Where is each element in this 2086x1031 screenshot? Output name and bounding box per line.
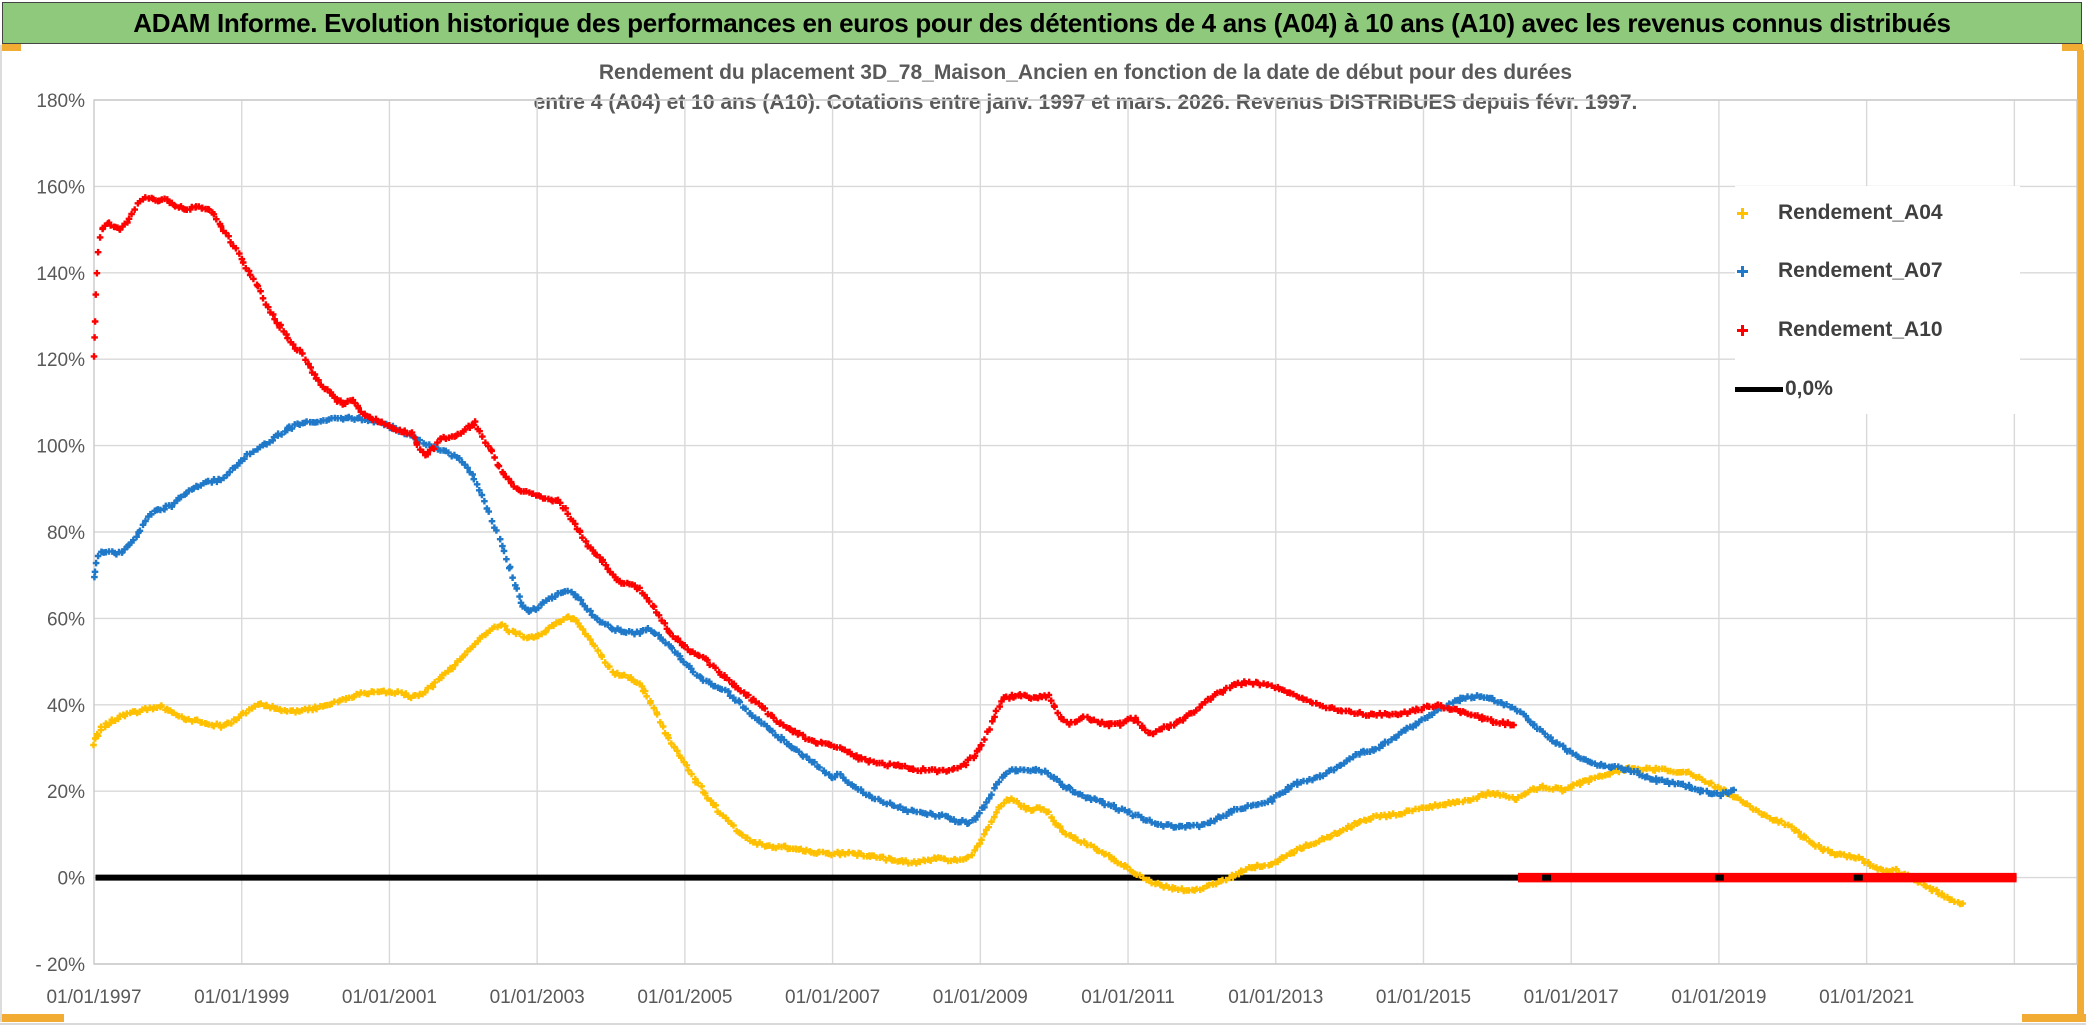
frame-left-edge <box>0 45 2 1022</box>
y-tick-label: 140% <box>36 264 85 285</box>
x-tick-label: 01/01/2009 <box>933 987 1028 1008</box>
x-tick-label: 01/01/2011 <box>1081 987 1175 1008</box>
y-tick-label: 20% <box>47 782 85 803</box>
frame-accent-bottom-right <box>2022 1014 2086 1022</box>
frame-accent-top-right <box>2062 44 2083 51</box>
x-tick-label: 01/01/2007 <box>785 987 880 1008</box>
x-tick-label: 01/01/1997 <box>46 987 141 1008</box>
legend-item-zero-line[interactable]: 0,0% <box>1735 374 1833 404</box>
legend-item-rendement-a07[interactable]: Rendement_A07 <box>1735 256 1943 286</box>
frame-bottom-line <box>0 1023 2086 1025</box>
y-tick-label: 120% <box>36 350 85 371</box>
legend-label: Rendement_A10 <box>1778 318 1943 341</box>
y-tick-label: - 20% <box>35 955 85 976</box>
legend-label: 0,0% <box>1785 377 1833 400</box>
y-tick-label: 60% <box>47 609 85 630</box>
series-Rendement_A04 <box>90 613 1966 908</box>
y-tick-label: 0% <box>58 869 86 890</box>
y-tick-label: 100% <box>36 437 85 458</box>
legend-item-rendement-a04[interactable]: Rendement_A04 <box>1735 198 1943 228</box>
plus-marker-icon <box>1735 264 1750 279</box>
x-tick-label: 01/01/2017 <box>1524 987 1619 1008</box>
x-tick-label: 01/01/2019 <box>1671 987 1766 1008</box>
plot-border <box>93 99 2078 965</box>
y-tick-label: 40% <box>47 696 85 717</box>
x-tick-label: 01/01/1999 <box>194 987 289 1008</box>
frame-accent-right-strip <box>2077 50 2084 1015</box>
chart-legend: Rendement_A04 Rendement_A07 Rendement_A1… <box>1735 186 2020 414</box>
plus-marker-icon <box>1735 323 1750 338</box>
y-tick-label: 80% <box>47 523 85 544</box>
x-tick-label: 01/01/2003 <box>490 987 585 1008</box>
y-tick-label: 160% <box>36 177 85 198</box>
legend-item-rendement-a10[interactable]: Rendement_A10 <box>1735 315 1943 345</box>
x-tick-label: 01/01/2005 <box>637 987 732 1008</box>
zero-line-marker-icon <box>1735 386 1783 392</box>
banner-title: ADAM Informe. Evolution historique des p… <box>2 2 2082 44</box>
legend-label: Rendement_A07 <box>1778 259 1943 282</box>
x-tick-label: 01/01/2013 <box>1228 987 1323 1008</box>
x-tick-label: 01/01/2021 <box>1819 987 1914 1008</box>
legend-label: Rendement_A04 <box>1778 201 1943 224</box>
series-Rendement_A07 <box>91 413 1737 831</box>
y-tick-label: 180% <box>36 91 85 112</box>
x-tick-label: 01/01/2015 <box>1376 987 1471 1008</box>
banner-title-text: ADAM Informe. Evolution historique des p… <box>133 8 1951 38</box>
chart-title-line2: entre 4 (A04) et 10 ans (A10). Cotations… <box>533 91 1638 114</box>
frame-accent-top-left <box>2 44 21 51</box>
x-tick-label: 01/01/2001 <box>342 987 437 1008</box>
series-Rendement_A10 <box>90 194 1517 776</box>
frame-accent-bottom-left <box>0 1014 64 1022</box>
plus-marker-icon <box>1735 206 1750 221</box>
chart-title-line1: Rendement du placement 3D_78_Maison_Anci… <box>598 61 1573 84</box>
